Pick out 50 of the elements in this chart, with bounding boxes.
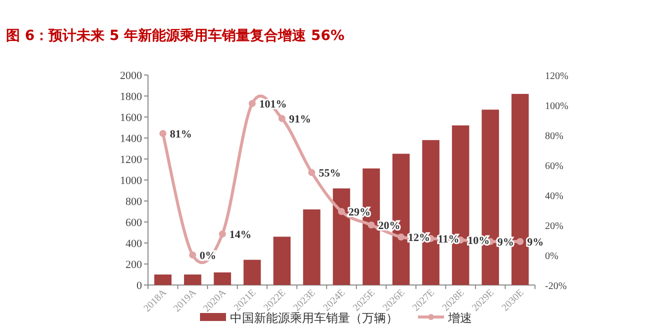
y-tick-label: 1200 [120,154,142,166]
y-tick-label: 0 [136,280,142,292]
y-tick-label: 2000 [120,70,142,82]
data-label: 101% [259,98,287,110]
point [278,115,286,122]
y-tick-label: 1600 [120,112,142,124]
bar [154,274,172,285]
point [398,234,405,240]
y-tick-label: 800 [126,196,142,208]
data-label: 81% [170,128,192,140]
bar [214,272,232,285]
bar [244,260,261,285]
bar [303,209,320,285]
data-label: 11% [438,234,460,246]
y2-tick-label: 20% [545,221,564,232]
point [218,230,226,238]
y2-tick-label: 40% [545,191,564,202]
y2-tick-label: 120% [545,71,568,82]
y2-tick-label: -20% [545,281,567,292]
y2-tick-label: 0% [545,251,558,262]
y-tick-label: 1000 [120,175,142,187]
point [516,238,524,245]
chart-title: 图 6：预计未来 5 年新能源乘用车销量复合增速 56% [6,27,344,44]
y-tick-label: 200 [126,259,142,271]
data-label: 12% [408,232,430,244]
y-tick-label: 1400 [120,133,142,145]
bar [273,236,291,285]
y-tick-label: 600 [126,217,142,229]
point [159,130,166,137]
data-label: 14% [229,229,252,241]
point [189,252,196,258]
y2-tick-label: 60% [545,161,564,172]
legend-label: 增速 [447,311,472,325]
data-label: 91% [288,114,311,126]
point [248,100,256,107]
y-tick-label: 400 [126,238,142,250]
bar [184,274,202,285]
data-label: 10% [468,235,490,247]
point [338,208,345,215]
point [368,222,375,228]
data-label: 0% [200,250,216,262]
y2-tick-label: 100% [545,101,568,112]
legend-label: 中国新能源乘用车销量（万辆） [230,311,398,325]
bar [332,188,350,285]
y2-tick-label: 80% [545,131,564,142]
bar [511,94,529,285]
point [308,169,316,176]
y-tick-label: 1800 [120,91,142,103]
data-label: 9% [497,236,514,248]
data-label: 55% [318,168,341,180]
